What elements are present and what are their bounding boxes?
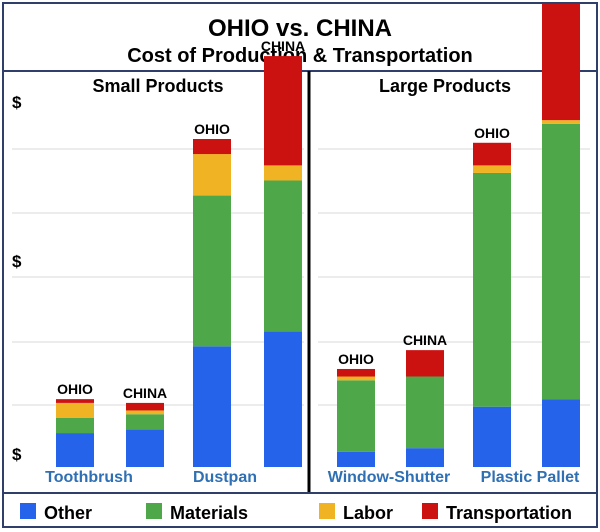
legend-label-labor: Labor <box>343 503 393 523</box>
bar-label-ohio: OHIO <box>338 351 374 367</box>
bar-segment-transportation <box>406 350 444 377</box>
chart-subtitle: Cost of Production & Transportation <box>127 45 473 67</box>
panel-title-small: Small Products <box>92 76 223 96</box>
bar-label-china: CHINA <box>123 385 167 401</box>
bar-segment-transportation <box>337 368 375 377</box>
bar-segment-other <box>264 331 302 467</box>
legend-swatch-materials <box>146 503 162 519</box>
chart-title: OHIO vs. CHINA <box>208 15 392 42</box>
bar-segment-materials <box>473 172 511 407</box>
legend-label-other: Other <box>44 503 92 523</box>
bar-segment-labor <box>473 165 511 173</box>
category-label-window-shutter: Window-Shutter <box>328 469 451 486</box>
bar-segment-other <box>473 406 511 467</box>
y-tick-label: $ <box>12 93 22 112</box>
bar-segment-labor <box>56 402 94 418</box>
bar-segment-materials <box>126 414 164 430</box>
bar-segment-other <box>193 346 231 467</box>
bar-label-china: CHINA <box>403 332 447 348</box>
bars-layer: OHIOCHINAOHIOCHINAOHIOCHINAOHIOCHINA <box>56 4 580 467</box>
chart-svg: OHIO vs. CHINA Cost of Production & Tran… <box>4 4 596 523</box>
y-tick-label: $ <box>12 445 22 464</box>
bar-segment-other <box>56 433 94 467</box>
legend: Other Materials Labor Transportation <box>20 503 572 523</box>
bar-label-china: CHINA <box>261 38 305 54</box>
category-label-dustpan: Dustpan <box>193 469 257 486</box>
legend-swatch-other <box>20 503 36 519</box>
bar-segment-other <box>406 448 444 467</box>
bar-label-ohio: OHIO <box>194 121 230 137</box>
bar-segment-materials <box>193 195 231 347</box>
category-label-toothbrush: Toothbrush <box>45 469 133 486</box>
bar-segment-labor <box>126 410 164 415</box>
bar-segment-other <box>126 429 164 467</box>
legend-swatch-transportation <box>422 503 438 519</box>
bar-segment-transportation <box>264 56 302 166</box>
bar-segment-transportation <box>126 402 164 411</box>
category-label-plastic-pallet: Plastic Pallet <box>481 469 580 486</box>
legend-label-transportation: Transportation <box>446 503 572 523</box>
bar-segment-other <box>542 399 580 467</box>
bar-segment-materials <box>406 376 444 449</box>
bar-segment-materials <box>264 180 302 332</box>
bar-segment-transportation <box>193 139 231 155</box>
bar-segment-other <box>337 451 375 467</box>
bar-segment-transportation <box>542 4 580 121</box>
bar-segment-materials <box>56 417 94 434</box>
legend-swatch-labor <box>319 503 335 519</box>
bar-label-ohio: OHIO <box>57 381 93 397</box>
bar-segment-labor <box>264 165 302 181</box>
legend-label-materials: Materials <box>170 503 248 523</box>
panel-title-large: Large Products <box>379 76 511 96</box>
bar-segment-labor <box>193 154 231 196</box>
y-tick-label: $ <box>12 252 22 271</box>
bar-segment-materials <box>337 380 375 452</box>
bar-label-ohio: OHIO <box>474 125 510 141</box>
bar-segment-labor <box>337 376 375 381</box>
bar-segment-transportation <box>473 142 511 166</box>
bar-segment-transportation <box>56 399 94 403</box>
bar-segment-materials <box>542 123 580 400</box>
bar-segment-labor <box>542 120 580 124</box>
